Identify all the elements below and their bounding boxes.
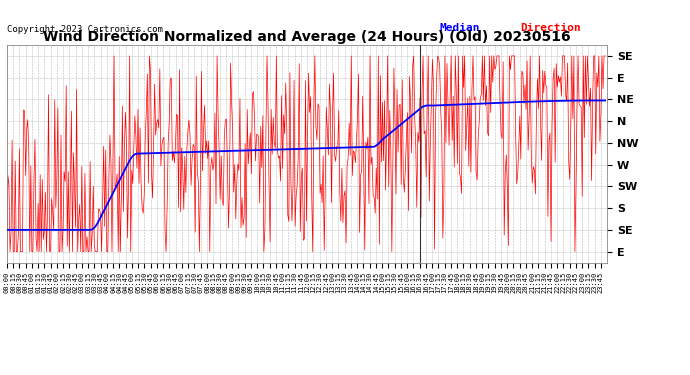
Text: Direction: Direction bbox=[520, 23, 581, 33]
Text: Copyright 2023 Cartronics.com: Copyright 2023 Cartronics.com bbox=[7, 25, 163, 34]
Text: Median: Median bbox=[439, 23, 480, 33]
Title: Wind Direction Normalized and Average (24 Hours) (Old) 20230516: Wind Direction Normalized and Average (2… bbox=[43, 30, 571, 44]
